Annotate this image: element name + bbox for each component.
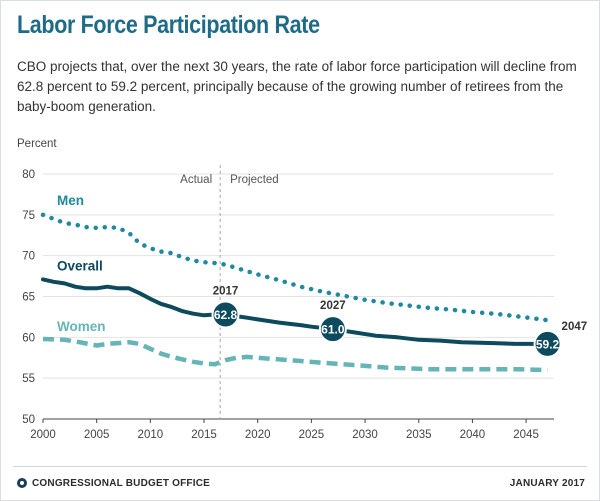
series-men — [40, 212, 550, 323]
y-tick-label-55: 55 — [22, 373, 35, 385]
actual-label: Actual — [180, 174, 212, 186]
x-tick-label-2020: 2020 — [245, 429, 271, 441]
y-tick-label-80: 80 — [22, 169, 35, 181]
annotation-year-2017: 2017 — [213, 285, 239, 297]
annotation-marker-2017 — [211, 300, 240, 329]
x-tick-label-2045: 2045 — [513, 429, 539, 441]
y-tick-label-60: 60 — [22, 332, 35, 344]
y-axis-ticks: 50 55 60 65 70 75 80 — [22, 169, 35, 426]
y-tick-label-50: 50 — [22, 414, 35, 426]
series-label-men: Men — [57, 193, 84, 208]
annotation-value-2047: 59.2 — [536, 337, 560, 351]
chart-subtitle: CBO projects that, over the next 30 year… — [17, 59, 577, 114]
series-women — [42, 336, 548, 373]
projected-label: Projected — [230, 174, 279, 186]
annotation-value-2027: 61.0 — [321, 323, 345, 337]
cbo-seal-icon — [17, 478, 27, 488]
organization: CONGRESSIONAL BUDGET OFFICE — [17, 478, 210, 489]
x-axis-ticks: 2000 2005 2010 2015 2020 2025 2030 2035 2040 2045 — [30, 419, 539, 441]
annotation-year-2047: 2047 — [562, 321, 588, 333]
gridlines — [43, 173, 554, 379]
series-lines — [40, 212, 550, 373]
y-tick-label-65: 65 — [22, 292, 35, 304]
publication-date: JANUARY 2017 — [509, 477, 585, 489]
x-tick-label-2040: 2040 — [460, 429, 486, 441]
footer: CONGRESSIONAL BUDGET OFFICE JANUARY 2017 — [17, 475, 585, 491]
series-labels: Men Overall Women — [57, 193, 106, 334]
organization-name: CONGRESSIONAL BUDGET OFFICE — [32, 477, 211, 489]
x-tick-label-2030: 2030 — [352, 429, 378, 441]
annotation-marker-2047 — [533, 329, 562, 358]
annotation-year-2027: 2027 — [320, 300, 346, 312]
series-label-overall: Overall — [57, 258, 103, 273]
x-tick-label-2000: 2000 — [30, 429, 56, 441]
annotation-value-2017: 62.8 — [214, 308, 238, 322]
footer-divider — [13, 466, 587, 467]
x-tick-label-2025: 2025 — [299, 429, 325, 441]
y-axis-label: Percent — [17, 138, 57, 150]
y-tick-label-75: 75 — [22, 210, 35, 222]
x-tick-label-2015: 2015 — [191, 429, 217, 441]
annotation-marker-2027 — [318, 315, 347, 344]
series-label-women: Women — [57, 319, 106, 334]
x-tick-label-2035: 2035 — [406, 429, 432, 441]
y-tick-label-70: 70 — [22, 251, 35, 263]
x-tick-label-2005: 2005 — [84, 429, 110, 441]
x-tick-label-2010: 2010 — [138, 429, 164, 441]
page-title: Labor Force Participation Rate — [17, 11, 320, 39]
